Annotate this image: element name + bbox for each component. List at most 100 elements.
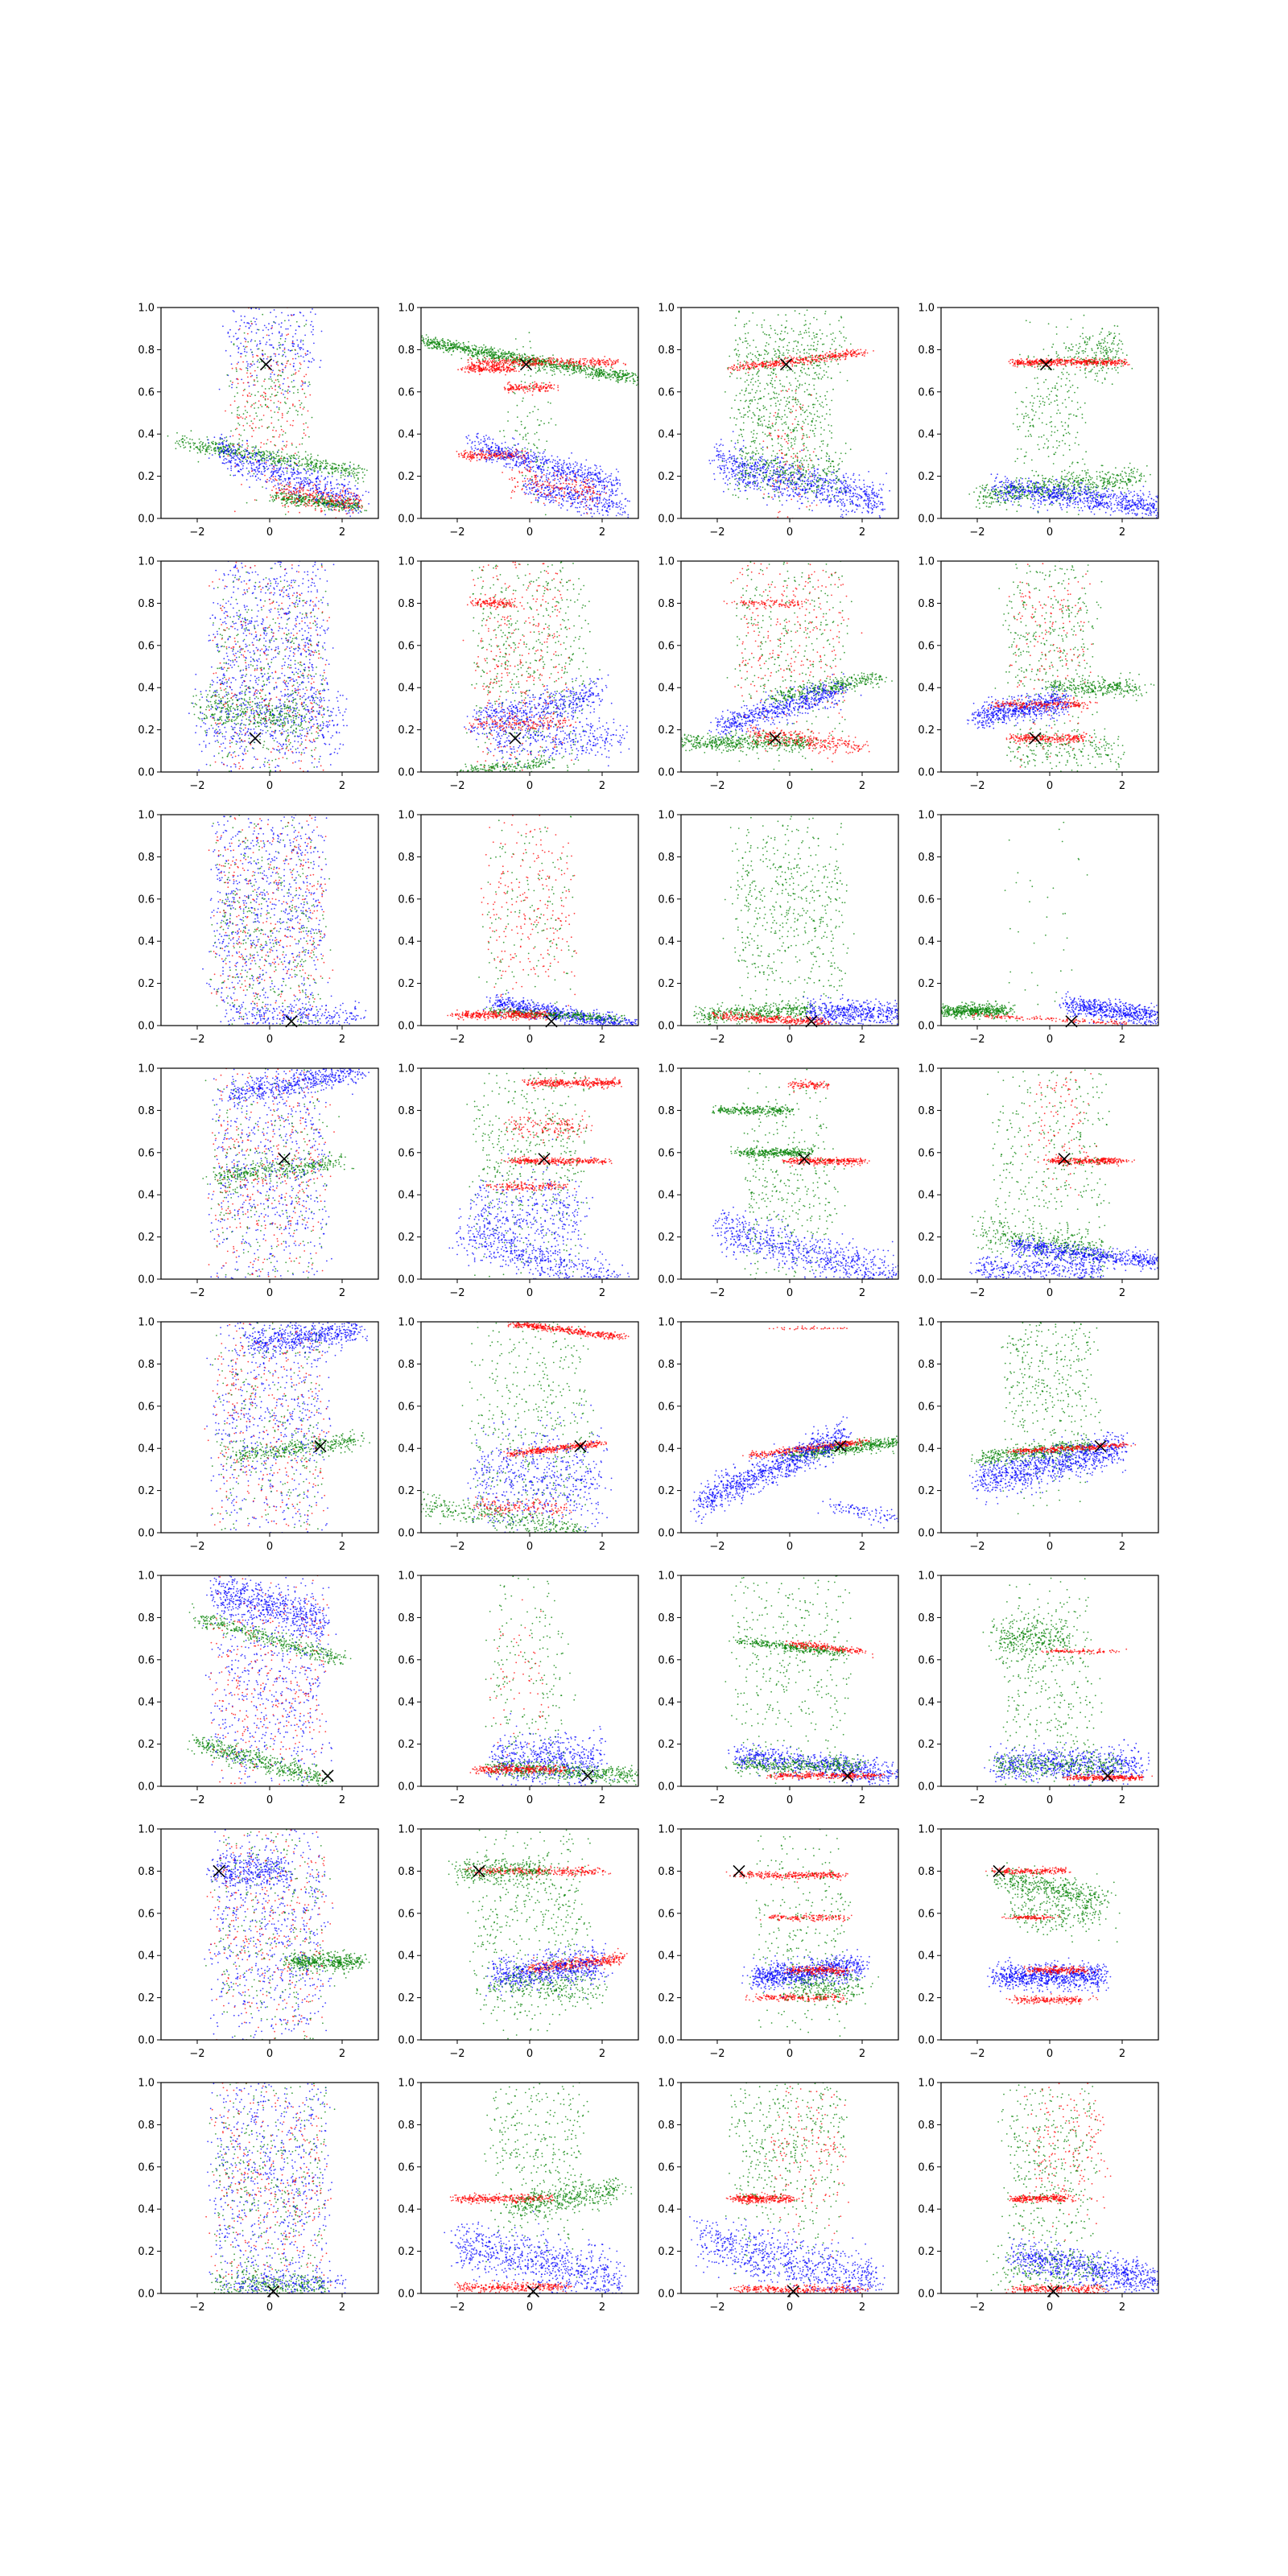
point-blue [511, 456, 513, 458]
point-red [623, 363, 625, 365]
point-blue [293, 345, 295, 347]
point-blue [223, 460, 225, 461]
point-red [330, 490, 332, 492]
point-blue [275, 464, 276, 466]
point-red [305, 396, 307, 398]
point-blue [518, 466, 519, 468]
point-blue [574, 466, 576, 468]
point-red [598, 362, 600, 364]
point-blue [563, 463, 564, 464]
point-green [468, 354, 469, 356]
point-green [274, 321, 275, 323]
point-green [273, 501, 275, 502]
point-blue [324, 478, 326, 480]
point-blue [246, 479, 248, 481]
point-green [269, 500, 270, 502]
point-blue [471, 443, 473, 444]
point-green [300, 497, 302, 498]
point-red [295, 463, 297, 464]
point-blue [604, 492, 605, 493]
point-red [277, 411, 279, 413]
point-green [463, 345, 464, 346]
point-blue [291, 472, 293, 473]
point-red [472, 456, 473, 457]
point-red [515, 370, 517, 372]
point-red [584, 362, 585, 364]
point-blue [600, 481, 601, 483]
point-red [270, 441, 272, 443]
point-blue [226, 445, 228, 447]
point-blue [513, 454, 514, 456]
point-green [323, 460, 324, 462]
point-green [275, 463, 276, 464]
point-blue [592, 479, 594, 481]
point-red [479, 374, 481, 375]
point-red [303, 423, 304, 425]
point-blue [307, 350, 308, 352]
point-red [246, 416, 247, 418]
point-red [521, 365, 522, 366]
point-blue [483, 436, 485, 438]
point-blue [609, 489, 610, 491]
point-red [470, 456, 472, 457]
point-blue [312, 488, 314, 489]
point-green [598, 375, 600, 377]
point-red [349, 502, 350, 504]
point-blue [282, 471, 283, 473]
point-green [603, 369, 605, 371]
point-red [295, 502, 297, 504]
point-green [630, 380, 631, 382]
point-green [560, 372, 562, 374]
point-red [262, 355, 264, 357]
point-red [617, 361, 619, 363]
point-green [230, 431, 232, 432]
point-blue [237, 352, 239, 353]
point-blue [297, 477, 299, 479]
point-green [291, 444, 293, 446]
point-blue [481, 448, 482, 450]
point-blue [300, 347, 302, 349]
point-red [309, 394, 311, 396]
point-green [262, 386, 263, 387]
point-blue [263, 458, 265, 460]
point-blue [345, 492, 346, 493]
point-blue [311, 361, 312, 363]
point-green [267, 451, 269, 452]
point-green [339, 507, 341, 509]
point-blue [489, 458, 491, 460]
point-green [278, 419, 279, 421]
point-red [457, 369, 459, 370]
point-green [466, 346, 468, 348]
point-green [284, 463, 286, 464]
point-blue [524, 477, 526, 479]
point-green [291, 495, 293, 497]
point-red [535, 386, 537, 387]
point-blue [591, 477, 592, 479]
point-green [315, 508, 316, 510]
point-green [274, 500, 275, 502]
point-blue [483, 452, 485, 453]
point-red [237, 416, 238, 418]
point-red [278, 365, 279, 366]
point-red [305, 506, 307, 507]
point-green [445, 348, 447, 349]
point-red [263, 381, 265, 382]
point-green [247, 341, 249, 343]
point-blue [262, 458, 263, 460]
point-blue [284, 348, 286, 349]
point-green [307, 501, 308, 502]
point-green [329, 506, 331, 507]
point-green [269, 452, 270, 454]
point-red [526, 367, 528, 369]
point-green [615, 371, 617, 373]
point-blue [527, 464, 529, 466]
point-blue [490, 453, 492, 455]
point-red [613, 360, 615, 361]
point-red [315, 493, 316, 494]
point-blue [535, 471, 537, 473]
point-green [569, 366, 571, 368]
point-red [549, 387, 551, 389]
point-blue [580, 469, 582, 471]
point-blue [577, 469, 579, 471]
point-blue [241, 379, 242, 381]
